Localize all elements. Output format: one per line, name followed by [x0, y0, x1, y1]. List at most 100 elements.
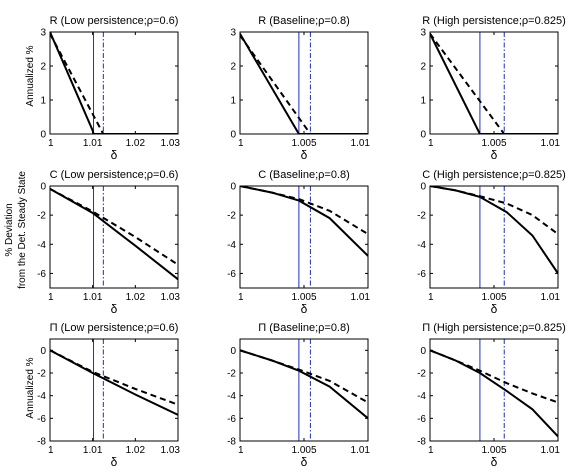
x-tick-label: 1.03	[161, 292, 181, 303]
series-dashed-line	[430, 186, 558, 235]
series-solid-line	[430, 349, 558, 438]
panel-3: R (High persistence;ρ=0.825)1 1.005 1.0101…	[420, 15, 565, 162]
plot-area	[240, 339, 368, 441]
row-label-1-text: Annualized %	[25, 45, 36, 106]
x-tick-label: 1.005	[291, 292, 316, 303]
panel-title: Π (High persistence;ρ=0.825)	[422, 322, 566, 334]
y-tick-label: -4	[227, 391, 236, 402]
panel-7: Π (Low persistence;ρ=0.6) 1 1.01 1.02 1.03 -8…	[37, 322, 180, 469]
y-tick-label: -6	[37, 414, 46, 425]
x-tick-label: 1.005	[481, 292, 506, 303]
series-dashed-line	[430, 349, 558, 404]
axes-frame	[49, 31, 179, 135]
y-tick-label: -4	[37, 391, 46, 402]
x-axis-label: δ	[111, 302, 118, 316]
series-solid-line	[240, 33, 368, 134]
x-axis-label: δ	[491, 302, 498, 316]
axes-frame	[49, 185, 179, 289]
panel-title: Π (Baseline;ρ=0.8)	[258, 322, 350, 334]
y-tick-label: -4	[417, 391, 426, 402]
x-tick-label: 1	[238, 292, 244, 303]
y-tick-label: 3	[230, 28, 236, 39]
panels-layer: R (Low persistence;ρ=0.6)1 1.01 1.02 1.0301…	[37, 15, 566, 469]
y-tick-label: 1	[40, 96, 46, 107]
axes-frame	[429, 31, 559, 135]
series-solid-line	[430, 33, 558, 134]
plot-area	[50, 186, 178, 288]
plot-area	[240, 186, 368, 288]
y-tick-label: -8	[37, 437, 46, 448]
panel-title: C (Baseline;ρ=0.8)	[258, 169, 350, 181]
x-axis-label: δ	[491, 455, 498, 469]
row-label-3-text: Annualized %	[25, 357, 36, 418]
y-tick-label: 2	[40, 62, 46, 73]
y-tick-label: -2	[417, 211, 426, 222]
x-tick-label: 1	[238, 138, 244, 149]
panel-title: C (High persistence;ρ=0.825)	[422, 169, 566, 181]
series-dashed-line	[50, 349, 178, 406]
y-tick-label: -8	[227, 437, 236, 448]
series-solid-line	[50, 188, 178, 281]
series-dashed-line	[240, 186, 368, 235]
y-tick-label: 1	[420, 96, 426, 107]
y-tick-label: -2	[37, 211, 46, 222]
x-axis-label: δ	[301, 148, 308, 162]
y-tick-label: -2	[227, 369, 236, 380]
y-tick-label: 1	[230, 96, 236, 107]
plot-area	[430, 32, 558, 134]
y-tick-label: 0	[230, 346, 236, 357]
x-tick-label: 1	[48, 292, 54, 303]
y-tick-label: 0	[420, 182, 426, 193]
panel-4: C (Low persistence;ρ=0.6) 1 1.01 1.02 1.03 -6…	[37, 169, 180, 316]
row-label-2: % Deviation from the Det. Steady State	[4, 171, 28, 289]
x-tick-label: 1.01	[541, 445, 561, 456]
x-tick-label: 1.005	[291, 445, 316, 456]
axes-frame	[429, 338, 559, 442]
x-tick-label: 1.01	[83, 445, 103, 456]
x-tick-label: 1	[48, 445, 54, 456]
series-dashed-line	[240, 349, 368, 404]
y-tick-label: 0	[420, 130, 426, 141]
series-dashed-line	[430, 33, 558, 134]
x-tick-label: 1.01	[83, 138, 103, 149]
x-tick-label: 1.03	[161, 445, 181, 456]
x-tick-label: 1.02	[126, 292, 146, 303]
y-tick-label: -6	[227, 414, 236, 425]
x-tick-label: 1	[428, 292, 434, 303]
y-tick-label: -6	[227, 269, 236, 280]
series-dashed-line	[50, 33, 178, 134]
row-label-3: Annualized %	[25, 357, 36, 418]
x-tick-label: 1	[48, 138, 54, 149]
panel-title: R (High persistence;ρ=0.825)	[422, 15, 566, 27]
axes-frame	[239, 338, 369, 442]
panel-8: Π (Baseline;ρ=0.8) 1 1.005 1.01 -8 -6 -4 -2 0 δ	[227, 322, 370, 469]
panel-9: Π (High persistence;ρ=0.825) 1 1.005 1.01 -8…	[417, 322, 566, 469]
y-tick-label: -6	[417, 269, 426, 280]
panel-1: R (Low persistence;ρ=0.6)1 1.01 1.02 1.0301…	[40, 15, 180, 162]
panel-title: Π (Low persistence;ρ=0.6)	[50, 322, 179, 334]
y-tick-label: -4	[227, 240, 236, 251]
x-axis-label: δ	[301, 455, 308, 469]
series-solid-line	[240, 349, 368, 420]
x-tick-label: 1	[428, 445, 434, 456]
y-tick-label: -2	[37, 369, 46, 380]
axes-frame	[429, 185, 559, 289]
axes-frame	[49, 338, 179, 442]
y-tick-label: 0	[420, 346, 426, 357]
row-label-1: Annualized %	[25, 45, 36, 106]
panel-title: C (Low persistence;ρ=0.6)	[50, 169, 179, 181]
plot-area	[430, 339, 558, 441]
y-tick-label: -6	[417, 414, 426, 425]
x-tick-label: 1	[428, 138, 434, 149]
y-tick-label: -2	[417, 369, 426, 380]
plot-area	[240, 32, 368, 134]
x-tick-label: 1.01	[351, 292, 371, 303]
x-axis-label: δ	[491, 148, 498, 162]
y-tick-label: 0	[40, 182, 46, 193]
x-tick-label: 1.01	[83, 292, 103, 303]
x-axis-label: δ	[111, 148, 118, 162]
x-tick-label: 1.02	[126, 138, 146, 149]
plot-area	[50, 32, 178, 134]
x-tick-label: 1	[238, 445, 244, 456]
series-dashed-line	[50, 188, 178, 266]
